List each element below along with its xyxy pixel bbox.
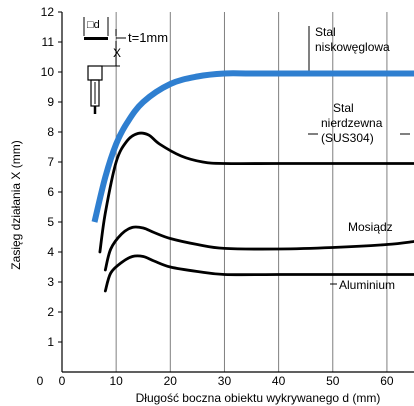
sensor-inset-diagram: □d t=1mm X (83, 17, 168, 114)
x-tick-label-50: 50 (326, 374, 340, 388)
y-tick-label-1: 1 (47, 335, 54, 349)
x-tick-label-30: 30 (218, 374, 232, 388)
y-tick-label-12: 12 (41, 5, 55, 19)
series-aluminium (103, 254, 414, 293)
annotation-steel-stainless: Stal nierdzewna (SUS304) (321, 101, 383, 145)
series-steel-stainless (98, 131, 414, 254)
y-tick-label-6: 6 (47, 185, 54, 199)
annotation-steel-low-line1: Stal (315, 25, 336, 39)
axes (58, 11, 414, 373)
annotation-steel-stainless-line2: nierdzewna (321, 116, 383, 130)
y-tick-label-8: 8 (47, 125, 54, 139)
y-tick-label-11: 11 (42, 35, 55, 49)
inset-thickness-label: t=1mm (128, 30, 168, 45)
series-steel-low-carbon (91, 70, 414, 223)
y-tick-label-5: 5 (47, 215, 54, 229)
annotation-steel-stainless-line1: Stal (333, 101, 354, 115)
origin-tick-label: 0 (37, 374, 44, 388)
inset-d-label: □d (87, 19, 100, 31)
x-tick-label-40: 40 (272, 374, 286, 388)
y-tick-label-7: 7 (47, 155, 54, 169)
y-tick-label-3: 3 (47, 275, 54, 289)
annotation-aluminium: Aluminium (339, 278, 395, 292)
annotation-brass: Mosiądz (348, 220, 393, 234)
series-layer (91, 26, 414, 293)
inset-target-plate (84, 37, 108, 40)
y-tick-label-9: 9 (47, 95, 54, 109)
x-tick-label-0: 0 (59, 374, 66, 388)
y-tick-label-2: 2 (47, 305, 54, 319)
inset-x-label: X (113, 46, 121, 60)
x-axis-title: Długość boczna obiektu wykrywanego d (mm… (136, 391, 381, 405)
annotation-steel-low: Stal niskowęglowa (315, 25, 390, 54)
y-tick-label-10: 10 (41, 65, 55, 79)
annotation-steel-stainless-line3: (SUS304) (321, 131, 374, 145)
annotation-steel-low-line2: niskowęglowa (315, 40, 390, 54)
x-tick-label-10: 10 (109, 374, 123, 388)
x-tick-label-60: 60 (380, 374, 394, 388)
x-tick-label-20: 20 (164, 374, 178, 388)
y-axis-title: Zasięg działania X (mm) (9, 140, 23, 269)
series-brass (103, 225, 414, 272)
y-tick-label-4: 4 (47, 245, 54, 259)
